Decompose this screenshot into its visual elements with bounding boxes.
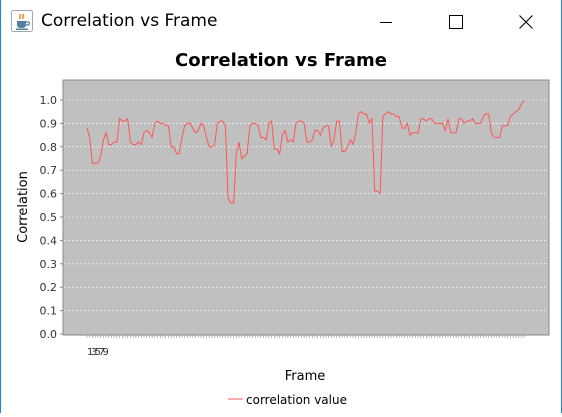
y-axis-label: Correlation	[16, 171, 31, 243]
y-tick-label: 0.5	[40, 211, 58, 224]
plot-area	[63, 80, 549, 335]
y-tick-label: 0.3	[40, 258, 58, 271]
line-chart: Correlation vs Frame 0.00.10.20.30.40.50…	[1, 44, 561, 413]
java-cup-icon	[11, 10, 33, 32]
x-tick-labels: 13579	[87, 347, 108, 358]
y-tick-label: 0.7	[40, 164, 58, 177]
y-tick-label: 0.0	[40, 328, 58, 341]
chart-panel: Correlation vs Frame 0.0 0.1 0.2 0.3 0.4 0.5 0…	[1, 44, 561, 413]
title-bar[interactable]: Correlation vs Frame	[1, 0, 561, 44]
y-tick-label: 0.4	[40, 234, 58, 247]
y-tick-label: 0.9	[40, 117, 58, 130]
close-icon	[518, 14, 534, 30]
y-tick-label: 0.1	[40, 305, 58, 318]
chart-title: Correlation vs Frame	[175, 50, 387, 71]
y-tick-label: 0.2	[40, 281, 58, 294]
maximize-icon	[448, 14, 464, 30]
minimize-icon	[378, 14, 394, 30]
close-button[interactable]	[503, 0, 549, 44]
y-tick-label: 0.8	[40, 141, 58, 154]
y-tick-label: 1.0	[40, 94, 58, 107]
x-axis-label: Frame	[285, 369, 326, 384]
y-tick-label: 0.6	[40, 188, 58, 201]
maximize-button[interactable]	[433, 0, 479, 44]
legend: correlation value	[228, 393, 347, 407]
legend-label: correlation value	[246, 393, 347, 407]
y-axis-ticks: 0.0 0.1 0.2 0.3 0.4 0.5 0.6 0.7 0.8 0.9 1.0	[40, 94, 64, 341]
window-title: Correlation vs Frame	[41, 11, 217, 31]
minimize-button[interactable]	[363, 0, 409, 44]
